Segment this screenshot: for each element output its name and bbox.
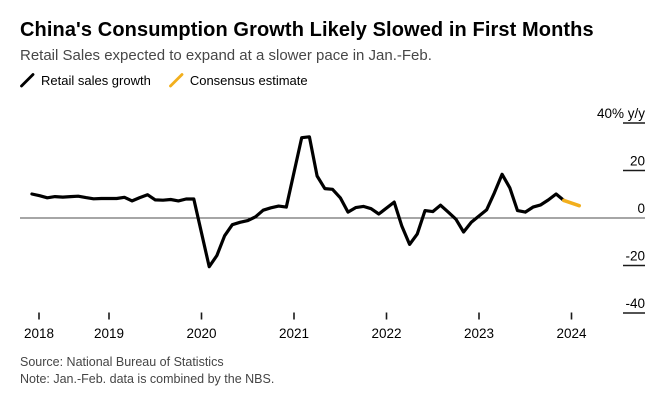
y-tick-label: -40 (625, 296, 645, 311)
legend-item-retail-sales-growth: Retail sales growth (20, 73, 151, 88)
consensus-line (561, 198, 582, 208)
x-tick-label: 2018 (24, 326, 54, 341)
legend-item-consensus-estimate: Consensus estimate (168, 73, 308, 88)
line-swatch-icon (168, 73, 184, 88)
source-note: Source: National Bureau of Statistics (20, 355, 224, 369)
x-tick-label: 2020 (186, 326, 216, 341)
chart-title: China's Consumption Growth Likely Slowed… (20, 19, 594, 41)
x-tick-label: 2022 (371, 326, 401, 341)
retail-sales-line (30, 135, 566, 269)
data-note: Note: Jan.-Feb. data is combined by the … (20, 372, 275, 386)
y-tick-label: 20 (630, 154, 645, 169)
legend-label: Retail sales growth (41, 73, 151, 88)
line-swatch-icon (20, 73, 35, 88)
legend-label: Consensus estimate (189, 73, 308, 88)
x-tick-label: 2023 (464, 326, 494, 341)
chart-subtitle: Retail Sales expected to expand at a slo… (20, 47, 432, 64)
y-tick-label: 40% y/y (597, 106, 645, 121)
x-tick-label: 2019 (94, 326, 124, 341)
y-tick-label: 0 (637, 201, 645, 216)
y-tick-label: -20 (625, 249, 645, 264)
x-tick-label: 2024 (556, 326, 587, 341)
chart-footer: Source: National Bureau of Statistics No… (20, 354, 274, 388)
legend: Retail sales growth Consensus estimate (20, 73, 308, 88)
x-tick-label: 2021 (279, 326, 309, 341)
